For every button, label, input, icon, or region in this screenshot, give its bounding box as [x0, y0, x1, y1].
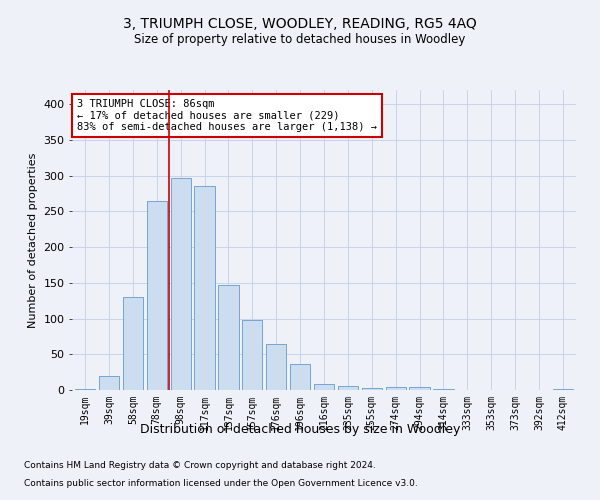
Bar — [146, 200, 167, 390]
Bar — [170, 178, 191, 390]
Bar — [194, 186, 215, 390]
Bar — [218, 285, 239, 390]
Bar — [362, 388, 382, 390]
Bar — [123, 297, 143, 390]
Bar — [314, 384, 334, 390]
Bar — [99, 376, 119, 390]
Bar — [409, 387, 430, 390]
Text: 3 TRIUMPH CLOSE: 86sqm
← 17% of detached houses are smaller (229)
83% of semi-de: 3 TRIUMPH CLOSE: 86sqm ← 17% of detached… — [77, 99, 377, 132]
Bar — [433, 388, 454, 390]
Text: Contains HM Land Registry data © Crown copyright and database right 2024.: Contains HM Land Registry data © Crown c… — [24, 461, 376, 470]
Text: Distribution of detached houses by size in Woodley: Distribution of detached houses by size … — [140, 422, 460, 436]
Bar — [242, 320, 262, 390]
Bar — [75, 388, 95, 390]
Y-axis label: Number of detached properties: Number of detached properties — [28, 152, 38, 328]
Text: 3, TRIUMPH CLOSE, WOODLEY, READING, RG5 4AQ: 3, TRIUMPH CLOSE, WOODLEY, READING, RG5 … — [123, 18, 477, 32]
Bar — [386, 387, 406, 390]
Bar — [290, 364, 310, 390]
Bar — [266, 344, 286, 390]
Text: Size of property relative to detached houses in Woodley: Size of property relative to detached ho… — [134, 32, 466, 46]
Bar — [338, 386, 358, 390]
Text: Contains public sector information licensed under the Open Government Licence v3: Contains public sector information licen… — [24, 478, 418, 488]
